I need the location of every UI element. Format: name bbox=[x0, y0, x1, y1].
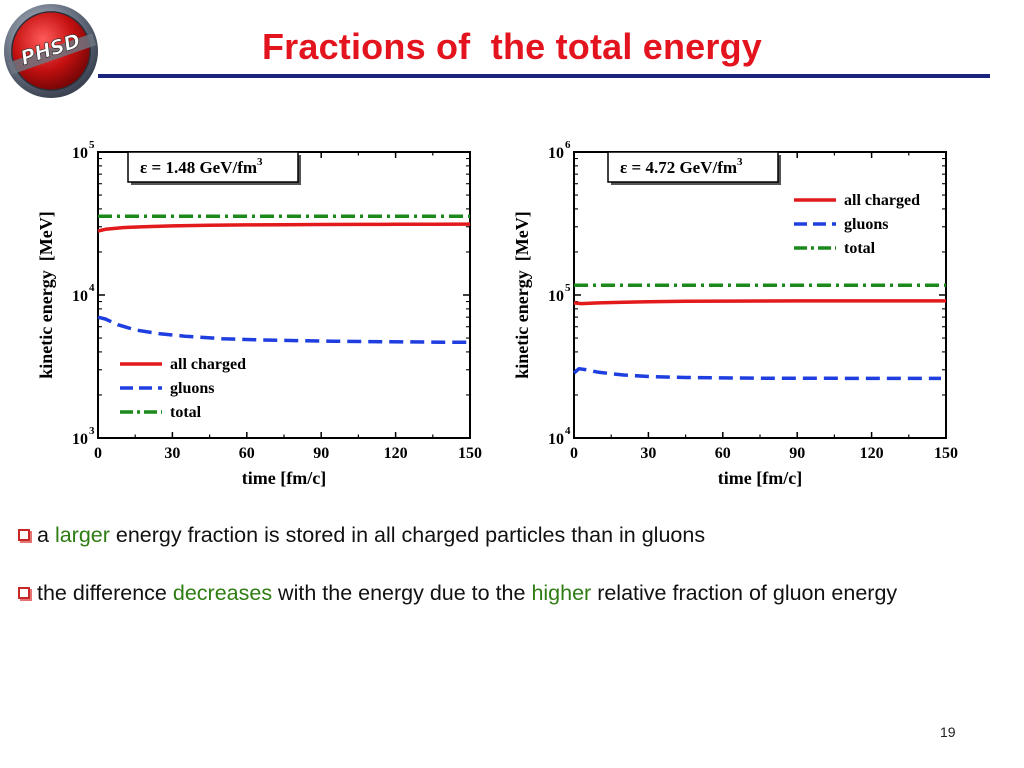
bullet-1-post: energy fraction is stored in all charged… bbox=[109, 523, 706, 547]
x-tick-label: 150 bbox=[934, 445, 958, 462]
annotation-label: ε = 1.48 GeV/fm3 bbox=[140, 156, 263, 177]
x-tick-label: 90 bbox=[313, 445, 329, 462]
annotation-box bbox=[127, 151, 299, 183]
legend-label: total bbox=[170, 404, 202, 421]
series-line-all-charged bbox=[573, 299, 946, 306]
chart-left: 0 30 60 90 120 150 10 3 10 4 10 5 time [fm/c] kinetic… bbox=[36, 139, 486, 492]
legend-label: total bbox=[844, 240, 876, 257]
y-tick-label-exponent: 4 bbox=[89, 282, 95, 294]
y-tick-label-base: 10 bbox=[72, 288, 88, 305]
y-tick-label-base: 10 bbox=[548, 288, 564, 305]
y-tick-label-exponent: 5 bbox=[89, 139, 95, 151]
bullet-2-pre: the difference bbox=[37, 581, 173, 605]
bullet-2: the difference decreases with the energy… bbox=[18, 578, 982, 609]
series-line-gluons bbox=[97, 315, 471, 345]
legend-label: all charged bbox=[170, 356, 246, 373]
y-tick-label-base: 10 bbox=[548, 145, 564, 162]
x-tick-label: 150 bbox=[458, 445, 482, 462]
y-tick-label-exponent: 6 bbox=[565, 139, 571, 151]
x-tick-label: 60 bbox=[715, 445, 731, 462]
y-tick-label-base: 10 bbox=[72, 145, 88, 162]
x-tick-label: 120 bbox=[384, 445, 408, 462]
legend-label: gluons bbox=[844, 216, 888, 233]
x-tick-label: 30 bbox=[640, 445, 656, 462]
x-tick-label: 90 bbox=[789, 445, 805, 462]
y-axis-label: kinetic energy [MeV] bbox=[36, 211, 56, 378]
annotation-superscript: 3 bbox=[257, 156, 263, 168]
legend-label: gluons bbox=[170, 380, 214, 397]
x-tick-label: 30 bbox=[164, 445, 180, 462]
legend-label: all charged bbox=[844, 192, 920, 209]
series-line-all-charged bbox=[97, 222, 471, 233]
x-tick-label: 60 bbox=[239, 445, 255, 462]
bullet-2-highlight: decreases bbox=[172, 581, 273, 605]
y-tick-label-exponent: 4 bbox=[565, 425, 571, 437]
y-tick-label-base: 10 bbox=[72, 431, 88, 448]
annotation-text: ε = 1.48 GeV/fm bbox=[140, 158, 257, 177]
bullet-2-highlight-2: higher bbox=[531, 581, 592, 605]
bullet-list: a larger energy fraction is stored in al… bbox=[18, 520, 982, 609]
plot-frame bbox=[97, 151, 471, 439]
y-tick-label-exponent: 5 bbox=[565, 282, 571, 294]
bullet-1: a larger energy fraction is stored in al… bbox=[18, 520, 982, 551]
y-tick-label-base: 10 bbox=[548, 431, 564, 448]
y-axis-label: kinetic energy [MeV] bbox=[512, 211, 532, 378]
series-line-gluons bbox=[572, 366, 941, 381]
x-tick-label: 0 bbox=[94, 445, 102, 462]
checkbox-bullet-icon bbox=[18, 587, 30, 599]
annotation-box bbox=[607, 151, 779, 183]
checkbox-bullet-icon bbox=[18, 529, 30, 541]
phsd-logo: PHSD bbox=[3, 3, 99, 99]
slide-title: Fractions of the total energy bbox=[261, 26, 763, 67]
bullet-2-post: relative fraction of gluon energy bbox=[591, 581, 898, 605]
bullet-1-highlight: larger bbox=[54, 523, 110, 547]
x-axis-label: time [fm/c] bbox=[242, 468, 326, 488]
annotation-superscript: 3 bbox=[737, 156, 743, 168]
x-tick-label: 0 bbox=[570, 445, 578, 462]
bullet-2-mid: with the energy due to the bbox=[272, 581, 532, 605]
title-underline bbox=[98, 74, 990, 78]
bullet-1-pre: a bbox=[37, 523, 55, 547]
y-tick-label-exponent: 3 bbox=[89, 425, 95, 437]
x-tick-label: 120 bbox=[860, 445, 884, 462]
page-number: 19 bbox=[940, 724, 956, 740]
annotation-label: ε = 4.72 GeV/fm3 bbox=[620, 156, 743, 177]
chart-right: 0 30 60 90 120 150 10 4 10 5 10 6 time [fm/c] kinetic… bbox=[512, 139, 962, 492]
x-axis-label: time [fm/c] bbox=[718, 468, 802, 488]
annotation-text: ε = 4.72 GeV/fm bbox=[620, 158, 737, 177]
